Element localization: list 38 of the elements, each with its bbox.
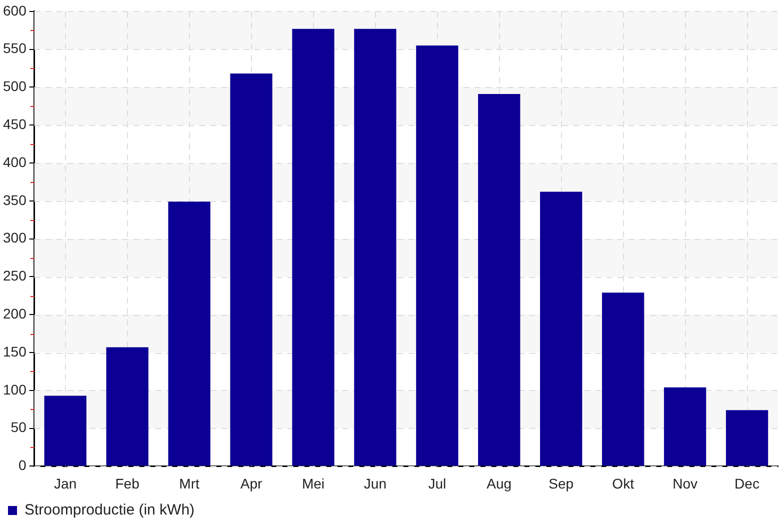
x-tick-label: Jan xyxy=(54,475,77,492)
y-tick-label: 350 xyxy=(3,192,27,208)
x-tick-label: Okt xyxy=(612,475,634,492)
x-tick-label: Nov xyxy=(672,475,698,492)
y-tick-label: 100 xyxy=(3,381,27,398)
y-tick-label: 500 xyxy=(3,78,27,94)
bar xyxy=(664,387,706,466)
bar xyxy=(416,46,458,466)
y-tick-label: 0 xyxy=(18,457,27,474)
x-tick-label: Jul xyxy=(428,475,446,492)
y-tick-label: 400 xyxy=(3,154,27,170)
x-tick-label: Sep xyxy=(548,475,574,492)
x-tick-label: Apr xyxy=(240,475,262,492)
y-tick-label: 250 xyxy=(3,268,27,284)
y-tick-label: 200 xyxy=(3,305,27,322)
x-tick-label: Aug xyxy=(486,475,512,492)
x-tick-label: Feb xyxy=(115,475,140,492)
bar xyxy=(726,410,768,466)
y-tick-label: 450 xyxy=(3,116,27,132)
y-tick-label: 300 xyxy=(3,230,27,246)
bar xyxy=(168,202,210,466)
y-tick-label: 550 xyxy=(3,40,27,56)
bar xyxy=(230,74,272,466)
y-tick-label: 600 xyxy=(3,2,27,18)
x-tick-label: Dec xyxy=(734,475,760,492)
bar xyxy=(354,28,396,466)
bar xyxy=(106,347,148,466)
bar xyxy=(44,396,86,466)
bar xyxy=(602,292,644,466)
bar xyxy=(292,28,334,466)
bar xyxy=(478,94,520,466)
x-tick-label: Mei xyxy=(302,475,325,492)
y-tick-label: 150 xyxy=(3,343,27,360)
bar xyxy=(540,192,582,466)
x-tick-label: Mrt xyxy=(179,475,200,492)
legend-label: Stroomproductie (in kWh) xyxy=(24,502,195,519)
x-tick-label: Jun xyxy=(364,475,386,492)
y-tick-label: 50 xyxy=(10,419,27,436)
